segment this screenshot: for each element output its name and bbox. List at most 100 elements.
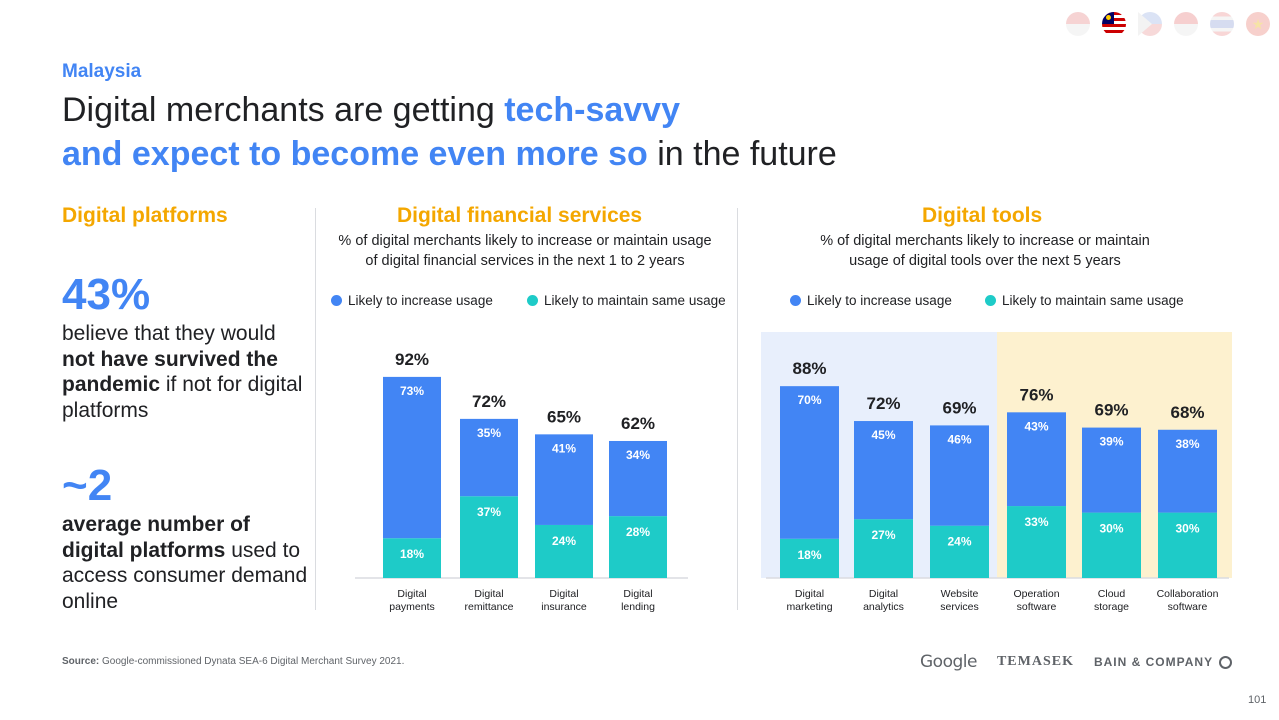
bar-maintain	[1007, 506, 1066, 578]
category-tick-label: software	[1168, 601, 1208, 613]
data-label-increase: 35%	[477, 426, 501, 440]
tools-subtitle: % of digital merchants likely to increas…	[775, 231, 1195, 271]
financial-legend-maintain-label: Likely to maintain same usage	[544, 293, 726, 308]
country-label: Malaysia	[62, 61, 142, 82]
category-tick-label: Collaboration	[1157, 588, 1219, 600]
bar-increase	[460, 418, 518, 497]
data-label-total: 68%	[1170, 403, 1204, 422]
data-label-total: 65%	[547, 407, 581, 426]
data-label-maintain: 37%	[477, 505, 501, 519]
category-tick-label: remittance	[464, 601, 513, 613]
stat-2-text-b: used to access consumer demand online	[62, 538, 308, 613]
bain-mark-icon	[1219, 655, 1233, 669]
data-label-maintain: 28%	[626, 525, 650, 539]
data-label-increase: 43%	[1024, 419, 1048, 433]
category-tick-label: Digital	[623, 588, 652, 600]
category-tick-label: Digital	[795, 588, 824, 600]
category-tick-label: services	[940, 601, 979, 613]
bar-maintain	[1082, 512, 1141, 578]
title-highlight-1: tech-savvy	[504, 91, 680, 129]
category-tick-label: storage	[1094, 601, 1129, 613]
data-label-increase: 39%	[1099, 435, 1123, 449]
tools-legend-increase-label: Likely to increase usage	[807, 293, 952, 308]
data-label-total: 88%	[792, 359, 826, 378]
category-tick-label: Operation	[1013, 588, 1059, 600]
bar-increase	[780, 386, 839, 539]
data-label-increase: 46%	[947, 432, 971, 446]
legend-dot-increase-icon	[790, 295, 801, 306]
bar-increase	[1082, 427, 1141, 513]
tools-chart: 70%18%88%Digitalmarketing45%27%72%Digita…	[766, 359, 1229, 613]
title-highlight-2: and expect to become even more so	[62, 135, 648, 173]
data-label-total: 69%	[1094, 401, 1128, 420]
stat-43-text: believe that they would not have survive…	[62, 321, 312, 423]
data-label-increase: 45%	[871, 428, 895, 442]
data-label-maintain: 30%	[1175, 522, 1199, 536]
page-title: Digital merchants are getting tech-savvy…	[62, 88, 837, 176]
bar-maintain	[460, 496, 518, 578]
flag-singapore-icon[interactable]	[1174, 12, 1198, 36]
bar-maintain	[930, 525, 989, 578]
category-tick-label: Digital	[397, 588, 426, 600]
data-label-maintain: 33%	[1024, 515, 1048, 529]
tools-subtitle-line2: usage of digital tools over the next 5 y…	[849, 253, 1121, 269]
bar-increase	[854, 421, 913, 520]
legend-dot-maintain-icon	[985, 295, 996, 306]
page-number: 101	[1248, 694, 1267, 706]
data-label-total: 62%	[621, 414, 655, 433]
tools-subtitle-line1: % of digital merchants likely to increas…	[820, 233, 1150, 249]
data-label-maintain: 30%	[1099, 522, 1123, 536]
tools-legend-increase: Likely to increase usage	[790, 293, 952, 308]
platforms-heading: Digital platforms	[62, 204, 228, 227]
title-part-2: in the future	[647, 135, 837, 173]
stat-2-text-bold: average number of digital platforms	[62, 513, 250, 562]
financial-subtitle-line1: % of digital merchants likely to increas…	[338, 233, 712, 249]
tools-legend-maintain: Likely to maintain same usage	[985, 293, 1184, 308]
divider-right	[737, 208, 738, 610]
data-label-total: 72%	[472, 392, 506, 411]
stat-43-value: 43%	[62, 270, 151, 319]
bar-increase	[383, 376, 441, 539]
bar-maintain	[609, 516, 667, 578]
bar-maintain	[780, 538, 839, 578]
bar-maintain	[535, 524, 593, 578]
source-label: Source:	[62, 656, 100, 667]
bar-increase	[1158, 429, 1217, 513]
bar-maintain	[383, 538, 441, 578]
flag-indonesia-icon[interactable]	[1066, 12, 1090, 36]
bar-maintain	[854, 519, 913, 578]
financial-legend-increase: Likely to increase usage	[331, 293, 493, 308]
data-label-increase: 38%	[1175, 437, 1199, 451]
flag-vietnam-icon[interactable]: ★	[1246, 12, 1270, 36]
category-tick-label: Digital	[549, 588, 578, 600]
google-logo: Google	[920, 652, 977, 672]
financial-chart: 73%18%92%Digitalpayments35%37%72%Digital…	[355, 350, 688, 613]
category-tick-label: insurance	[541, 601, 587, 613]
data-label-maintain: 24%	[947, 535, 971, 549]
flag-thailand-icon[interactable]	[1210, 12, 1234, 36]
financial-legend-maintain: Likely to maintain same usage	[527, 293, 726, 308]
category-tick-label: Cloud	[1098, 588, 1126, 600]
divider-left	[315, 208, 316, 610]
partner-logos: Google TEMASEK BAIN & COMPANY	[920, 652, 1233, 672]
flag-philippines-icon[interactable]	[1138, 12, 1162, 36]
category-tick-label: payments	[389, 601, 435, 613]
data-label-increase: 34%	[626, 448, 650, 462]
data-label-total: 69%	[942, 398, 976, 417]
category-tick-label: marketing	[786, 601, 832, 613]
category-tick-label: lending	[621, 601, 655, 613]
financial-heading: Digital financial services	[397, 204, 643, 227]
data-label-increase: 70%	[797, 393, 821, 407]
source-text: Google-commissioned Dynata SEA-6 Digital…	[99, 656, 405, 667]
title-part-1: Digital merchants are getting	[62, 91, 505, 129]
source-note: Source: Google-commissioned Dynata SEA-6…	[62, 656, 404, 667]
data-label-increase: 73%	[400, 384, 424, 398]
bar-increase	[930, 425, 989, 526]
category-tick-label: analytics	[863, 601, 904, 613]
temasek-logo: TEMASEK	[996, 654, 1074, 669]
tools-legend-maintain-label: Likely to maintain same usage	[1002, 293, 1184, 308]
legend-dot-maintain-icon	[527, 295, 538, 306]
flag-malaysia-icon[interactable]	[1102, 12, 1126, 36]
stat-43-text-a: believe that they would	[62, 322, 276, 345]
